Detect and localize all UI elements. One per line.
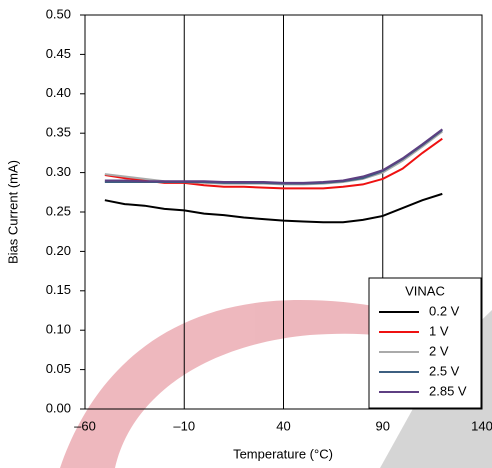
x-tick-label: 40 bbox=[276, 418, 290, 433]
x-tick-label: –60 bbox=[74, 418, 96, 433]
legend-label: 1 V bbox=[429, 323, 449, 338]
x-tick-label: –10 bbox=[173, 418, 195, 433]
legend-box bbox=[368, 277, 482, 409]
y-tick-label: 0.50 bbox=[46, 6, 71, 21]
y-tick-label: 0.00 bbox=[46, 400, 71, 415]
x-tick-label: 140 bbox=[471, 418, 492, 433]
y-tick-label: 0.15 bbox=[46, 282, 71, 297]
x-axis-label: Temperature (°C) bbox=[233, 446, 333, 461]
legend-label: 2 V bbox=[429, 343, 449, 358]
y-tick-label: 0.45 bbox=[46, 46, 71, 61]
legend-label: 0.2 V bbox=[429, 303, 460, 318]
y-tick-label: 0.10 bbox=[46, 322, 71, 337]
y-tick-label: 0.05 bbox=[46, 361, 71, 376]
y-tick-label: 0.40 bbox=[46, 85, 71, 100]
series-line bbox=[104, 128, 443, 184]
legend-label: 2.85 V bbox=[429, 383, 467, 398]
y-tick-label: 0.30 bbox=[46, 164, 71, 179]
y-tick-label: 0.35 bbox=[46, 125, 71, 140]
y-axis-label: Bias Current (mA) bbox=[5, 160, 20, 264]
x-tick-label: 90 bbox=[376, 418, 390, 433]
legend-label: 2.5 V bbox=[429, 363, 460, 378]
series-line bbox=[104, 129, 443, 185]
y-tick-label: 0.20 bbox=[46, 243, 71, 258]
series-line bbox=[104, 130, 443, 186]
y-tick-label: 0.25 bbox=[46, 203, 71, 218]
legend-title: VINAC bbox=[405, 283, 445, 298]
series-line bbox=[104, 192, 443, 224]
